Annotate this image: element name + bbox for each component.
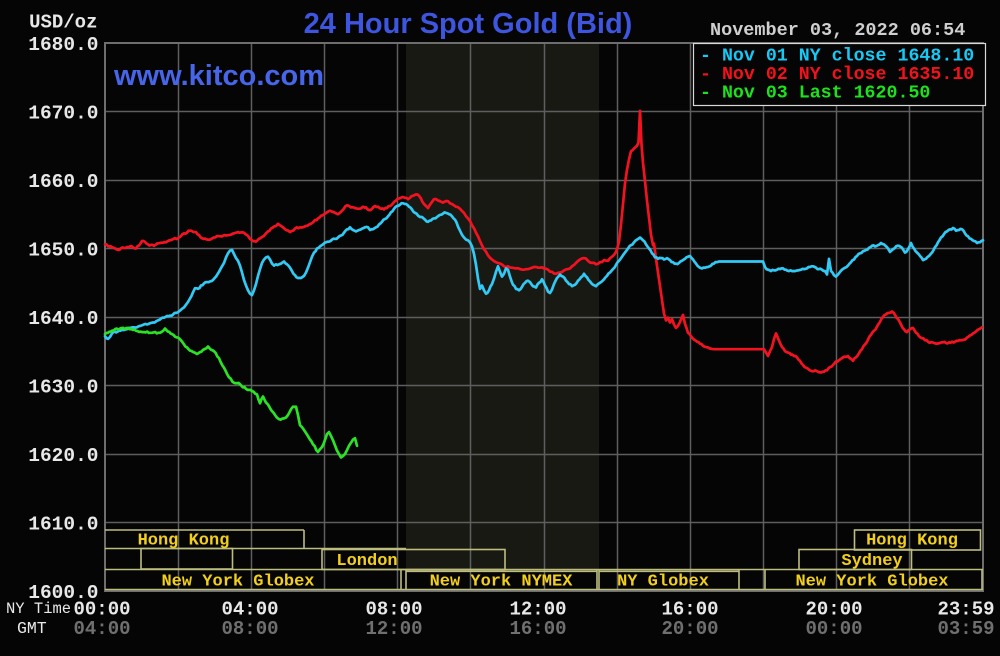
svg-text:1610.0: 1610.0 xyxy=(28,513,98,535)
svg-text:20:00: 20:00 xyxy=(661,618,718,640)
svg-text:00:00: 00:00 xyxy=(73,599,130,621)
svg-text:1650.0: 1650.0 xyxy=(28,239,98,261)
svg-text:1600.0: 1600.0 xyxy=(28,582,98,604)
svg-text:November 03, 2022 06:54: November 03, 2022 06:54 xyxy=(710,20,965,41)
svg-text:1640.0: 1640.0 xyxy=(28,308,98,330)
svg-text:16:00: 16:00 xyxy=(509,618,566,640)
svg-text:USD/oz: USD/oz xyxy=(29,12,97,34)
svg-text:- Nov 03 Last 1620.50: - Nov 03 Last 1620.50 xyxy=(700,84,930,104)
svg-text:Hong Kong: Hong Kong xyxy=(138,532,230,551)
svg-text:GMT: GMT xyxy=(17,619,47,638)
svg-text:16:00: 16:00 xyxy=(661,599,718,621)
svg-text:04:00: 04:00 xyxy=(73,618,130,640)
svg-text:New York NYMEX: New York NYMEX xyxy=(430,573,574,592)
svg-text:1670.0: 1670.0 xyxy=(28,102,98,124)
svg-text:1630.0: 1630.0 xyxy=(28,376,98,398)
svg-text:NY Time: NY Time xyxy=(6,600,71,618)
svg-text:00:00: 00:00 xyxy=(805,618,862,640)
svg-text:NY Globex: NY Globex xyxy=(617,573,709,592)
svg-text:Sydney: Sydney xyxy=(841,552,902,571)
svg-text:03:59: 03:59 xyxy=(937,618,994,640)
svg-text:- Nov 01 NY close 1648.10: - Nov 01 NY close 1648.10 xyxy=(700,47,974,67)
svg-text:London: London xyxy=(336,552,397,571)
svg-text:08:00: 08:00 xyxy=(365,599,422,621)
svg-text:Hong Kong: Hong Kong xyxy=(866,532,958,551)
svg-text:04:00: 04:00 xyxy=(221,599,278,621)
svg-text:08:00: 08:00 xyxy=(221,618,278,640)
svg-text:12:00: 12:00 xyxy=(365,618,422,640)
svg-text:- Nov 02 NY close 1635.10: - Nov 02 NY close 1635.10 xyxy=(700,65,974,85)
svg-text:20:00: 20:00 xyxy=(805,599,862,621)
svg-text:1660.0: 1660.0 xyxy=(28,171,98,193)
svg-text:23:59: 23:59 xyxy=(937,599,994,621)
svg-text:New York Globex: New York Globex xyxy=(795,573,948,592)
svg-text:1680.0: 1680.0 xyxy=(28,34,98,56)
svg-text:1620.0: 1620.0 xyxy=(28,445,98,467)
svg-text:12:00: 12:00 xyxy=(509,599,566,621)
svg-text:New York Globex: New York Globex xyxy=(161,573,314,592)
